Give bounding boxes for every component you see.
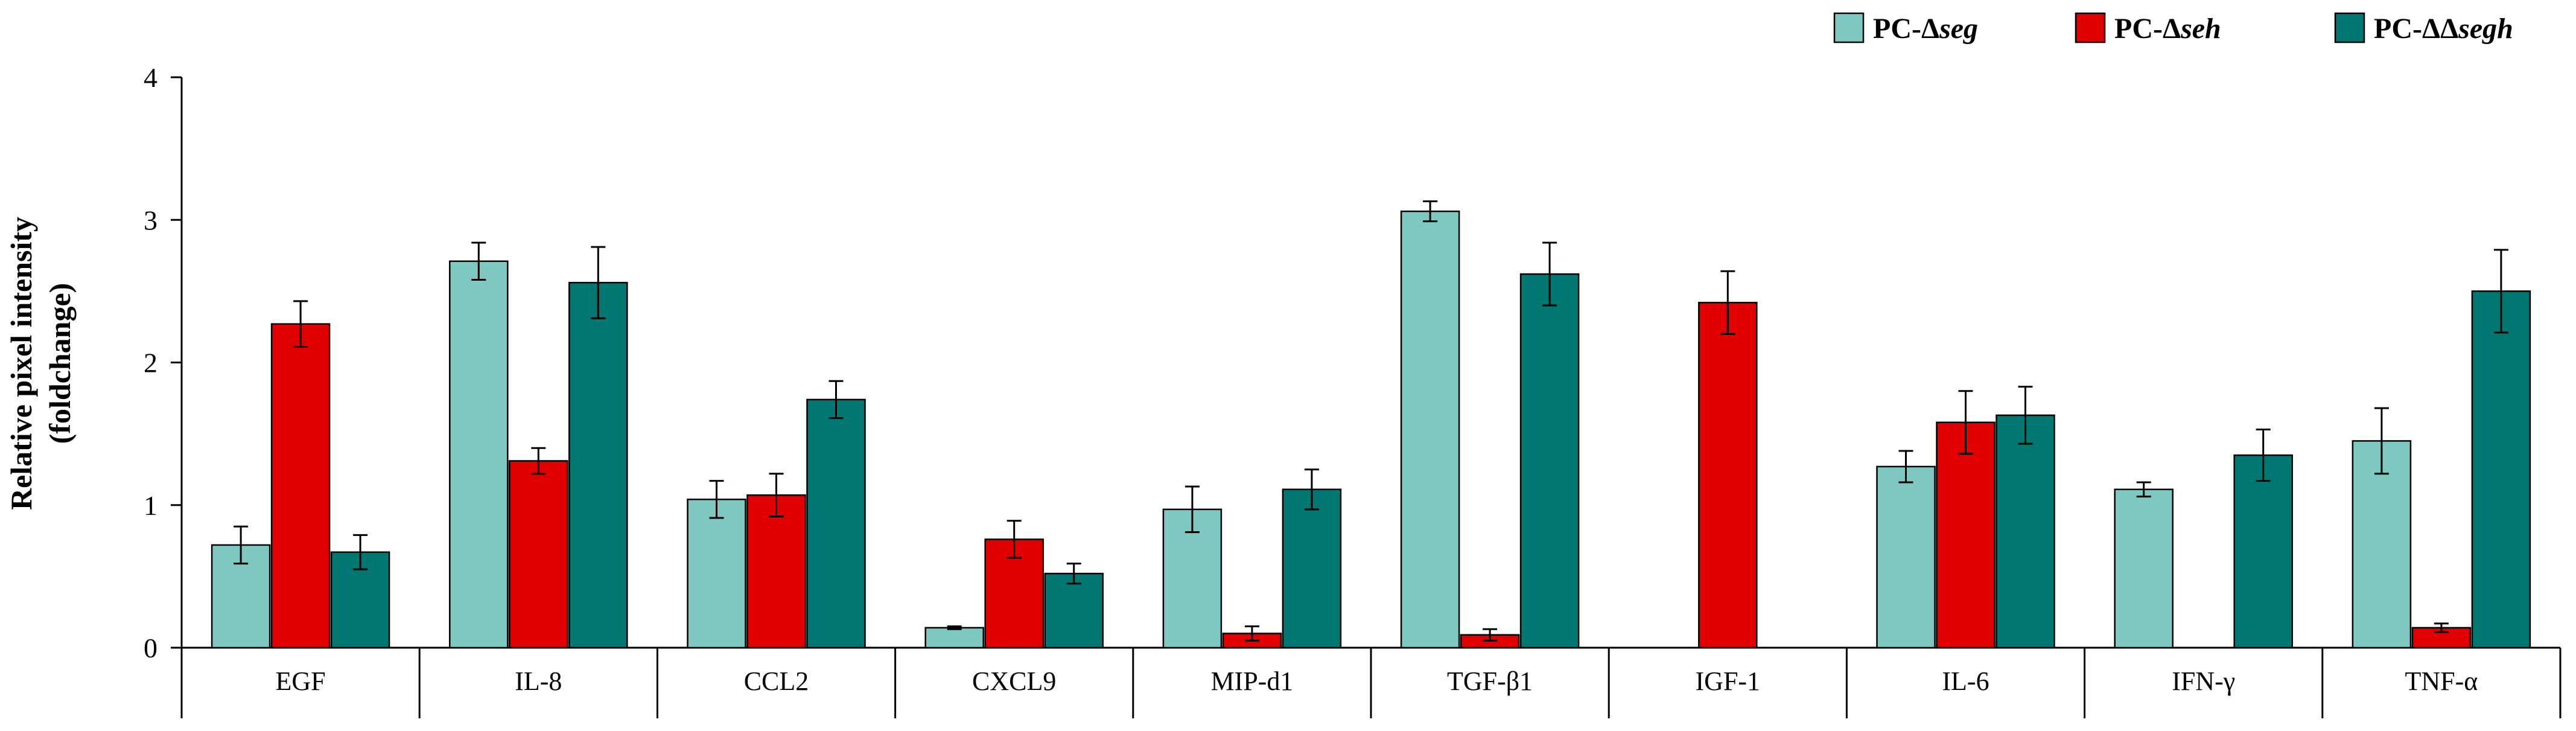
category-label: TNF-α [2405, 666, 2478, 696]
bars-group [211, 210, 2531, 649]
bar [2114, 488, 2174, 649]
legend-label-italic: segh [2458, 13, 2513, 45]
bar [806, 398, 866, 649]
legend-swatch [2334, 12, 2365, 43]
y-tick-label: 4 [144, 62, 157, 93]
y-tick-label: 1 [144, 490, 157, 521]
category-label: IFN-γ [2172, 666, 2235, 696]
legend-label: PC-Δseh [2114, 13, 2221, 45]
legend-label-prefix: PC-Δ [1873, 13, 1939, 45]
bar [1519, 273, 1580, 649]
bar [2352, 440, 2412, 649]
legend: PC-Δseg PC-Δseh PC-ΔΔsegh [1833, 12, 2513, 45]
y-tick-label: 3 [144, 205, 157, 235]
bar [1698, 302, 1758, 649]
bar [687, 499, 746, 649]
category-label: CCL2 [744, 666, 809, 696]
bar [746, 494, 806, 649]
category-label: MIP-d1 [1210, 666, 1293, 696]
bar [1044, 572, 1104, 649]
y-axis-label-line2: (foldchange) [43, 283, 77, 444]
bar [1876, 465, 1936, 649]
legend-swatch [1833, 12, 1865, 43]
bar [270, 323, 331, 649]
legend-label-prefix: PC-Δ [2114, 13, 2181, 45]
legend-label-italic: seg [1939, 13, 1978, 45]
category-label: IL-8 [515, 666, 562, 696]
category-label: IGF-1 [1696, 666, 1761, 696]
category-label: EGF [276, 666, 326, 696]
bar [1162, 508, 1223, 649]
legend-label: PC-Δseg [1873, 13, 1978, 45]
bar [509, 460, 568, 649]
legend-label: PC-ΔΔsegh [2374, 13, 2513, 45]
y-axis-label-line1: Relative pixel intensity [4, 217, 38, 510]
bar [449, 260, 509, 649]
bar [1936, 421, 1996, 649]
legend-swatch [2075, 12, 2106, 43]
bar [924, 627, 984, 649]
category-label: CXCL9 [972, 666, 1056, 696]
bar [2471, 290, 2531, 649]
bar [1996, 414, 2055, 649]
bar [2233, 454, 2293, 649]
y-ticks-group: 0 1 2 3 4 [144, 62, 182, 663]
bar [1400, 210, 1460, 649]
bar [211, 544, 271, 649]
category-labels-group: EGF IL-8 CCL2 CXCL9 MIP-d1 TGF-β1 IGF-1 IL-6 IFN… [276, 666, 2478, 696]
y-tick-label: 0 [144, 633, 157, 663]
error-bars-group [234, 200, 2508, 642]
category-label: TGF-β1 [1447, 666, 1533, 696]
legend-label-prefix: PC-ΔΔ [2374, 13, 2458, 45]
legend-label-italic: seh [2180, 13, 2221, 45]
y-tick-label: 2 [144, 348, 157, 378]
bar [1282, 488, 1342, 649]
category-label: IL-6 [1942, 666, 1989, 696]
bar [568, 281, 628, 649]
